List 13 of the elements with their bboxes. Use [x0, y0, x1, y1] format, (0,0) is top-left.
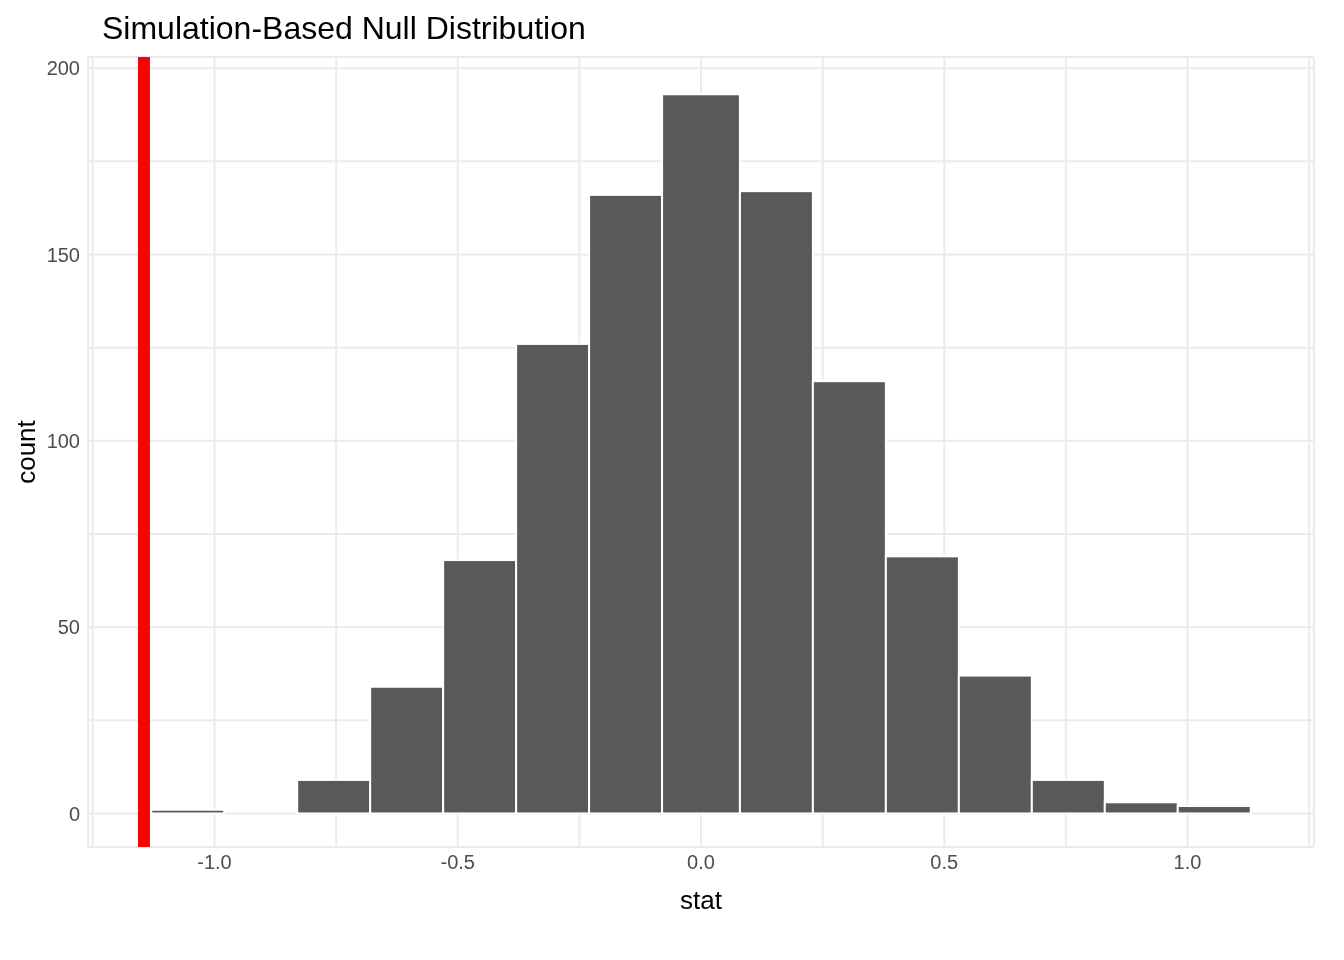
- x-tick-label: 0.5: [930, 851, 959, 874]
- x-tick-label: 0.0: [687, 851, 715, 874]
- y-tick-label: 150: [46, 243, 80, 266]
- y-tick-label: 200: [46, 57, 80, 80]
- x-tick-label: -1.0: [197, 851, 232, 874]
- y-tick-label: 0: [68, 802, 80, 825]
- x-tick-label: 1.0: [1173, 851, 1202, 874]
- x-tick-label: -0.5: [440, 851, 475, 874]
- x-axis-title: stat: [680, 885, 723, 915]
- y-tick-label: 100: [46, 429, 80, 452]
- y-tick-label: 50: [57, 616, 80, 639]
- y-axis-title: count: [11, 419, 42, 484]
- chart-title: Simulation-Based Null Distribution: [101, 9, 587, 47]
